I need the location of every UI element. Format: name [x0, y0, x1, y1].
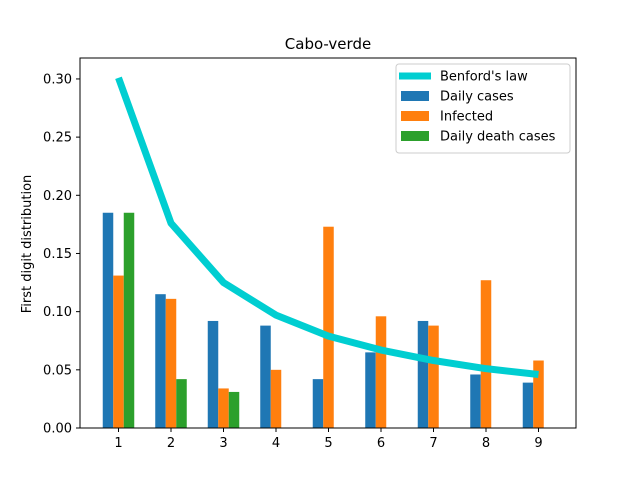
bar-daily-death-cases-2	[176, 379, 187, 428]
bar-infected-1	[113, 275, 124, 428]
bar-daily-cases-3	[207, 320, 219, 428]
bars-layer	[102, 212, 544, 428]
bar-daily-cases-5	[312, 379, 324, 428]
legend: Benford's law Daily cases Infected Daily de…	[395, 63, 571, 154]
bar-daily-cases-8	[470, 374, 481, 428]
x-tick-label: 2	[167, 436, 175, 451]
legend-swatch-bar	[401, 91, 429, 101]
legend-swatch-bar	[401, 131, 429, 141]
bar-infected-4	[270, 369, 282, 428]
x-tick-label: 9	[534, 436, 542, 451]
x-tick-label: 1	[114, 436, 122, 451]
y-tick-label: 0.20	[43, 189, 72, 204]
x-axis: 1 2 3 4 5 6 7 8 9	[114, 428, 543, 451]
y-tick-label: 0.05	[43, 363, 72, 378]
x-tick-label: 7	[429, 436, 437, 451]
x-tick-label: 3	[219, 436, 227, 451]
bar-daily-death-cases-1	[123, 212, 135, 428]
bar-daily-cases-7	[417, 320, 429, 428]
bar-infected-2	[165, 298, 177, 428]
x-tick-label: 5	[324, 436, 332, 451]
y-tick-label: 0.10	[43, 305, 72, 320]
bar-daily-cases-2	[155, 294, 166, 428]
legend-box	[395, 63, 571, 154]
x-tick-label: 8	[482, 436, 490, 451]
bar-daily-cases-6	[365, 352, 376, 428]
y-axis: 0.00 0.05 0.10 0.15 0.20 0.25 0.30	[43, 72, 80, 437]
y-axis-label: First digit distribution	[20, 175, 35, 314]
y-tick-label: 0.00	[43, 422, 72, 437]
legend-label: Daily cases	[440, 90, 514, 105]
legend-swatch-bar	[401, 111, 429, 121]
bar-infected-7	[428, 325, 439, 428]
bar-infected-5	[323, 226, 334, 428]
bar-infected-3	[218, 388, 229, 428]
bar-daily-cases-4	[260, 325, 271, 428]
y-tick-label: 0.30	[43, 72, 72, 87]
legend-label: Benford's law	[440, 70, 528, 85]
chart-title: Cabo-verde	[285, 35, 371, 53]
bar-infected-8	[480, 280, 492, 428]
x-tick-label: 4	[272, 436, 280, 451]
bar-daily-cases-1	[102, 212, 114, 428]
benford-line	[115, 76, 539, 378]
legend-label: Daily death cases	[440, 130, 556, 145]
legend-label: Infected	[440, 110, 493, 125]
y-tick-label: 0.25	[43, 131, 72, 146]
bar-daily-cases-9	[522, 382, 534, 428]
bar-infected-9	[533, 360, 544, 428]
bar-infected-6	[375, 316, 387, 428]
bar-daily-death-cases-3	[228, 391, 240, 428]
benford-line-layer	[115, 76, 539, 378]
x-tick-label: 6	[377, 436, 385, 451]
y-tick-label: 0.15	[43, 247, 72, 262]
